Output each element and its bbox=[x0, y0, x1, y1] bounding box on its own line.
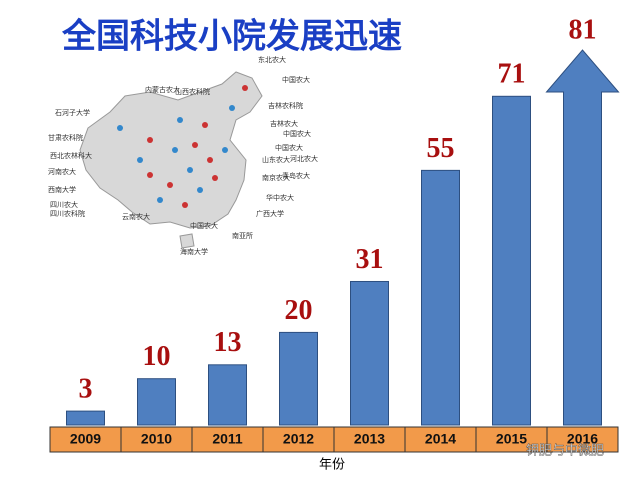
map-island bbox=[179, 233, 195, 249]
map-dot bbox=[212, 175, 218, 181]
map-dot bbox=[229, 105, 235, 111]
x-tick-label: 2016 bbox=[567, 431, 598, 447]
bar bbox=[66, 410, 105, 426]
map-dot bbox=[207, 157, 213, 163]
bar bbox=[137, 378, 176, 426]
x-tick-label: 2010 bbox=[141, 431, 172, 447]
x-axis-cell bbox=[262, 426, 335, 453]
map-dot bbox=[187, 167, 193, 173]
map-label: 云南农大 bbox=[122, 212, 150, 221]
map-dot bbox=[147, 137, 153, 143]
bar bbox=[350, 280, 389, 426]
x-tick-label: 2013 bbox=[354, 431, 385, 447]
map-label: 四川农大 bbox=[50, 200, 78, 209]
map-label: 吉林农大 bbox=[270, 119, 298, 128]
value-label: 55 bbox=[427, 133, 455, 164]
map-label: 吉林农科院 bbox=[268, 101, 303, 110]
map-label: 西北农林科大 bbox=[50, 151, 92, 160]
map-dot bbox=[192, 142, 198, 148]
x-axis-cell bbox=[120, 426, 193, 453]
value-label: 20 bbox=[285, 295, 313, 326]
x-tick-label: 2011 bbox=[212, 431, 243, 447]
map-dot bbox=[167, 182, 173, 188]
map-label: 南亚所 bbox=[232, 231, 253, 240]
map-dot bbox=[117, 125, 123, 131]
x-tick-label: 2009 bbox=[70, 431, 101, 447]
x-axis-label: 年份 bbox=[319, 458, 345, 473]
x-tick-label: 2015 bbox=[496, 431, 527, 447]
map-label: 南京农大 bbox=[262, 173, 290, 182]
x-axis-cell bbox=[49, 426, 122, 453]
value-label: 3 bbox=[79, 374, 93, 405]
map-dot bbox=[202, 122, 208, 128]
value-label: 13 bbox=[214, 327, 242, 358]
map-dot bbox=[177, 117, 183, 123]
map-shape bbox=[79, 71, 263, 229]
map-label: 山东农大 bbox=[262, 155, 290, 164]
map-dot bbox=[147, 172, 153, 178]
map-label: 河南农大 bbox=[48, 167, 76, 176]
map-label: 甘肃农科院 bbox=[48, 133, 83, 142]
watermark: 钾肥与中微肥 bbox=[526, 444, 604, 459]
value-label: 81 bbox=[569, 14, 597, 45]
bar bbox=[492, 95, 531, 426]
bar-arrow bbox=[545, 49, 620, 426]
map-label: 东北农大 bbox=[258, 55, 286, 64]
map-dot bbox=[137, 157, 143, 163]
map-label: 青岛农大 bbox=[282, 171, 310, 180]
map-label: 华中农大 bbox=[266, 193, 294, 202]
value-label: 31 bbox=[356, 244, 384, 275]
map-dot bbox=[172, 147, 178, 153]
value-label: 10 bbox=[143, 341, 171, 372]
map-label: 西南大学 bbox=[48, 185, 76, 194]
map-label: 中国农大 bbox=[190, 221, 218, 230]
bar bbox=[279, 331, 318, 426]
map-dot bbox=[197, 187, 203, 193]
bar bbox=[208, 364, 247, 426]
map-dot bbox=[242, 85, 248, 91]
map-label: 河北农大 bbox=[290, 154, 318, 163]
map-dot bbox=[222, 147, 228, 153]
map-label: 中国农大 bbox=[275, 143, 303, 152]
map-dot bbox=[182, 202, 188, 208]
map-label: 石河子大学 bbox=[55, 108, 90, 117]
x-tick-label: 2014 bbox=[425, 431, 456, 447]
map-label: 山西农科院 bbox=[175, 87, 210, 96]
map-label: 中国农大 bbox=[283, 129, 311, 138]
map-label: 内蒙古农大 bbox=[145, 85, 180, 94]
x-axis-cell bbox=[404, 426, 477, 453]
map-label: 中国农大 bbox=[282, 75, 310, 84]
map-label: 海南大学 bbox=[180, 247, 208, 256]
map-dot bbox=[157, 197, 163, 203]
map: 东北农大内蒙古农大山西农科院中国农大石河子大学吉林农科院甘肃农科院吉林农大中国农… bbox=[48, 55, 318, 256]
map-label: 广西大学 bbox=[256, 209, 284, 218]
x-tick-label: 2012 bbox=[283, 431, 314, 447]
map-label: 四川农科院 bbox=[50, 209, 85, 218]
chart-title: 全国科技小院发展迅速 bbox=[61, 17, 402, 57]
x-axis-cell bbox=[546, 426, 619, 453]
bar bbox=[421, 169, 460, 426]
value-label: 71 bbox=[498, 59, 526, 90]
